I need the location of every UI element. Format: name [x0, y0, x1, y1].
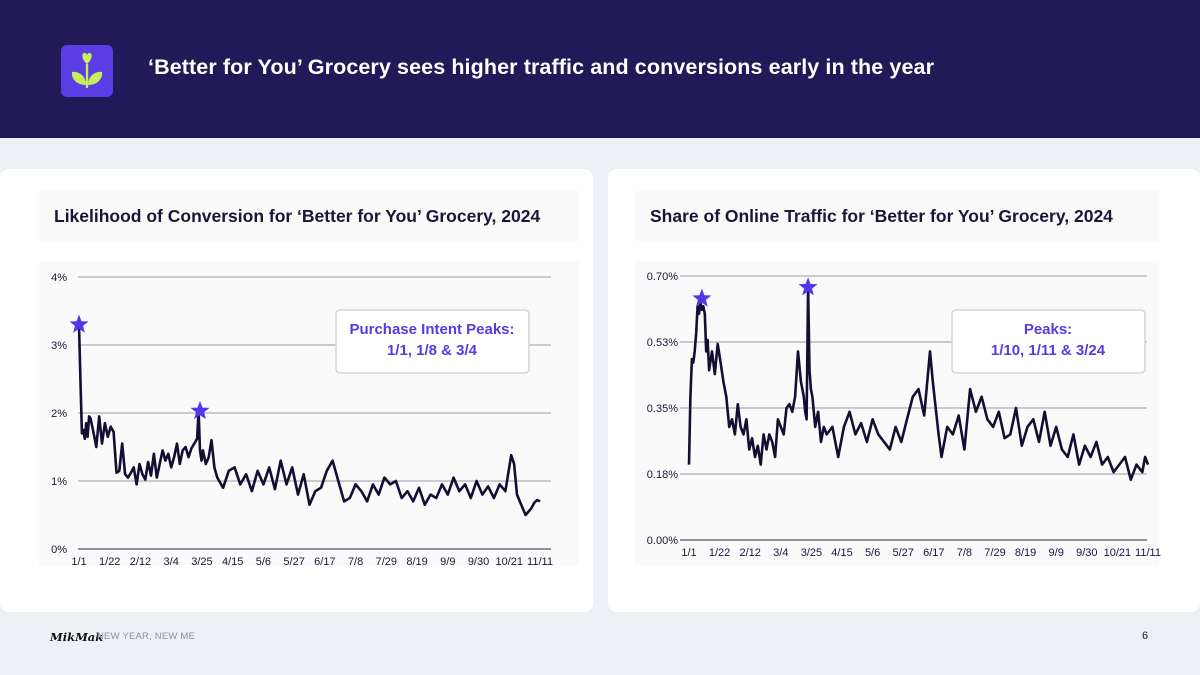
annotation-line-1: Peaks: [1024, 321, 1072, 338]
x-tick-label: 10/21 [1104, 547, 1132, 559]
y-tick-label: 2% [51, 408, 67, 420]
y-tick-label: 0.18% [647, 469, 678, 481]
x-tick-label: 5/6 [256, 556, 271, 568]
conversion-line [77, 324, 541, 517]
annotation-line-1: Purchase Intent Peaks: [349, 321, 514, 338]
x-tick-label: 7/8 [957, 547, 972, 559]
x-tick-label: 2/12 [130, 556, 151, 568]
header-bar: ‘Better for You’ Grocery sees higher tra… [0, 0, 1200, 138]
x-tick-label: 1/1 [71, 556, 86, 568]
x-tick-label: 1/1 [681, 547, 696, 559]
x-tick-label: 3/4 [773, 547, 788, 559]
y-tick-label: 4% [51, 272, 67, 284]
y-tick-label: 0.00% [647, 535, 678, 547]
x-tick-label: 9/30 [468, 556, 489, 568]
x-tick-label: 5/27 [283, 556, 304, 568]
conversion-chart-card: Likelihood of Conversion for ‘Better for… [0, 169, 593, 612]
x-tick-label: 4/15 [831, 547, 852, 559]
x-tick-label: 7/29 [376, 556, 397, 568]
x-tick-label: 6/17 [314, 556, 335, 568]
x-tick-label: 1/22 [99, 556, 120, 568]
x-tick-label: 9/30 [1076, 547, 1097, 559]
brand-logo: MikMak [50, 630, 104, 644]
x-tick-label: 11/11 [527, 556, 553, 568]
peak-star-icon [692, 288, 712, 307]
x-tick-label: 3/25 [801, 547, 822, 559]
traffic-chart-card: Share of Online Traffic for ‘Better for … [608, 169, 1200, 612]
x-tick-label: 4/15 [222, 556, 243, 568]
x-tick-label: 5/27 [892, 547, 913, 559]
plot-background [635, 261, 1159, 565]
x-tick-label: 5/6 [865, 547, 880, 559]
peak-star-icon [190, 401, 210, 420]
conversion-chart: 0% 1% 2% 3% 4% 1/1 1/22 2/12 3/4 3/25 4/15 5/6 5/27… [39, 261, 579, 568]
page-title: ‘Better for You’ Grocery sees higher tra… [148, 55, 935, 79]
x-tick-label: 10/21 [496, 556, 524, 568]
annotation-line-2: 1/10, 1/11 & 3/24 [991, 342, 1106, 359]
y-tick-label: 0% [51, 544, 67, 556]
x-tick-label: 3/25 [191, 556, 212, 568]
traffic-chart-title: Share of Online Traffic for ‘Better for … [635, 190, 1159, 242]
heart-sprout-icon [61, 45, 113, 97]
x-tick-label: 9/9 [440, 556, 455, 568]
y-tick-label: 0.70% [647, 271, 678, 283]
annotation-line-2: 1/1, 1/8 & 3/4 [387, 342, 478, 359]
conversion-chart-title: Likelihood of Conversion for ‘Better for… [39, 190, 579, 242]
traffic-chart: 0.00% 0.18% 0.35% 0.53% 0.70% 1/1 1/22 2/12 3/4… [635, 261, 1161, 565]
annotation-box: Peaks: 1/10, 1/11 & 3/24 [951, 309, 1146, 374]
x-tick-label: 9/9 [1049, 547, 1064, 559]
x-tick-label: 11/11 [1135, 547, 1161, 559]
y-tick-label: 0.53% [647, 337, 678, 349]
x-tick-label: 7/29 [984, 547, 1005, 559]
page-number: 6 [1142, 630, 1149, 642]
traffic-line [687, 286, 1150, 481]
x-tick-label: 6/17 [923, 547, 944, 559]
annotation-box: Purchase Intent Peaks: 1/1, 1/8 & 3/4 [335, 309, 530, 374]
x-tick-label: 7/8 [348, 556, 363, 568]
peak-star-icon [69, 314, 89, 333]
peak-star-icon [798, 277, 818, 296]
y-tick-label: 0.35% [647, 403, 678, 415]
x-tick-label: 8/19 [406, 556, 427, 568]
y-tick-label: 3% [51, 340, 67, 352]
x-tick-label: 8/19 [1015, 547, 1036, 559]
y-tick-label: 1% [51, 476, 67, 488]
x-tick-label: 2/12 [739, 547, 760, 559]
x-tick-label: 1/22 [709, 547, 730, 559]
deck-name: NEW YEAR, NEW ME [97, 631, 196, 642]
x-tick-label: 3/4 [164, 556, 179, 568]
